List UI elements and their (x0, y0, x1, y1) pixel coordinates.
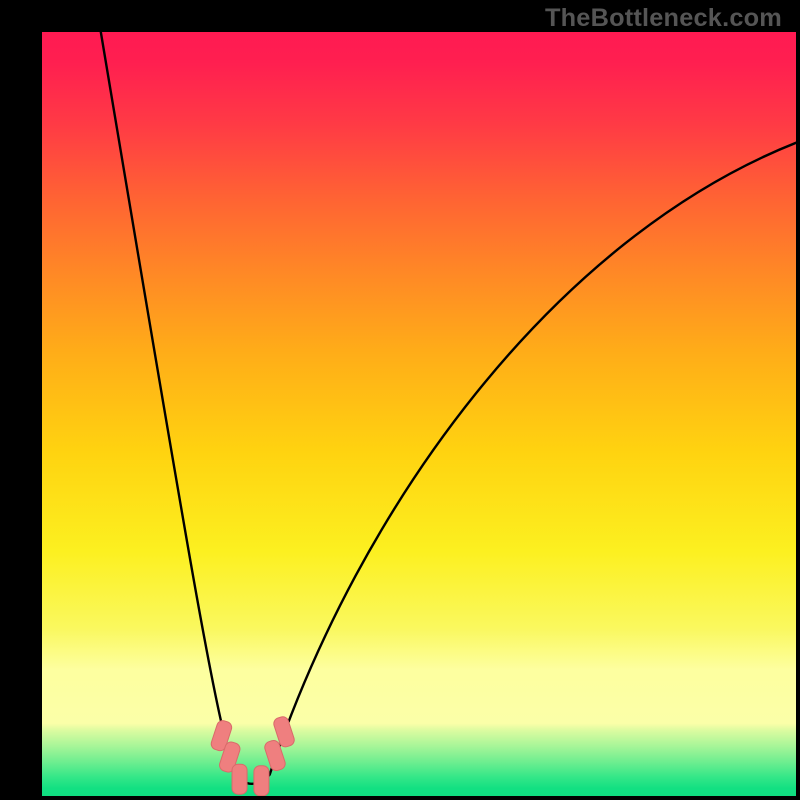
curve-marker (232, 764, 247, 794)
plot-area (42, 32, 796, 796)
curve-marker (254, 766, 269, 796)
curve-path (101, 32, 796, 784)
bottleneck-curve-chart (42, 32, 796, 796)
watermark-text: TheBottleneck.com (545, 4, 782, 33)
